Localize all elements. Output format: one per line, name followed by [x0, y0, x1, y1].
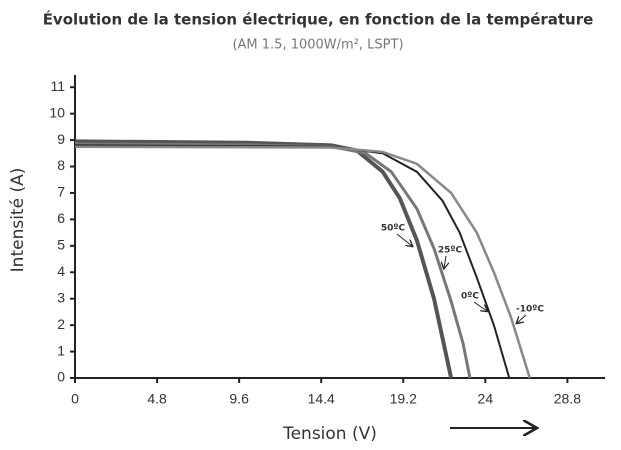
y-tick-label: 6 — [57, 210, 65, 226]
series-label: 50ºC — [381, 224, 406, 234]
x-tick-label: 4.8 — [147, 391, 167, 407]
series-line — [74, 142, 472, 379]
x-tick-label: 9.6 — [229, 391, 249, 407]
x-tick-label: 14.4 — [308, 391, 335, 407]
chart-title: Évolution de la tension électrique, en f… — [43, 10, 594, 29]
series-line — [74, 139, 454, 379]
x-tick-label: 0 — [71, 391, 79, 407]
chart-subtitle: (AM 1.5, 1000W/m², LSPT) — [232, 38, 403, 53]
y-tick-label: 2 — [57, 316, 65, 332]
y-axis-label: Intensité (A) — [8, 168, 28, 273]
y-tick-label: 1 — [57, 342, 65, 358]
series-label: 25ºC — [438, 246, 463, 256]
label-arrow — [444, 255, 446, 268]
label-arrow — [517, 314, 527, 323]
series-line — [74, 145, 531, 379]
y-tick-label: 7 — [57, 184, 65, 200]
y-tick-label: 5 — [57, 237, 65, 253]
x-tick-label: 28.8 — [554, 391, 581, 407]
y-tick-label: 4 — [57, 263, 65, 279]
y-tick-label: 10 — [49, 104, 65, 120]
y-tick-label: 9 — [57, 131, 65, 147]
y-tick-label: 3 — [57, 289, 65, 305]
y-tick-label: 0 — [57, 369, 65, 385]
y-tick-label: 11 — [50, 78, 65, 94]
label-arrow — [396, 233, 412, 246]
x-axis-label: Tension (V) — [282, 424, 377, 444]
x-tick-label: 19.2 — [390, 391, 417, 407]
x-tick-label: 24 — [478, 391, 494, 407]
label-arrow — [473, 301, 487, 311]
y-tick-label: 8 — [57, 157, 65, 173]
series-label: 0ºC — [461, 292, 479, 302]
series-label: -10ºC — [516, 305, 544, 315]
